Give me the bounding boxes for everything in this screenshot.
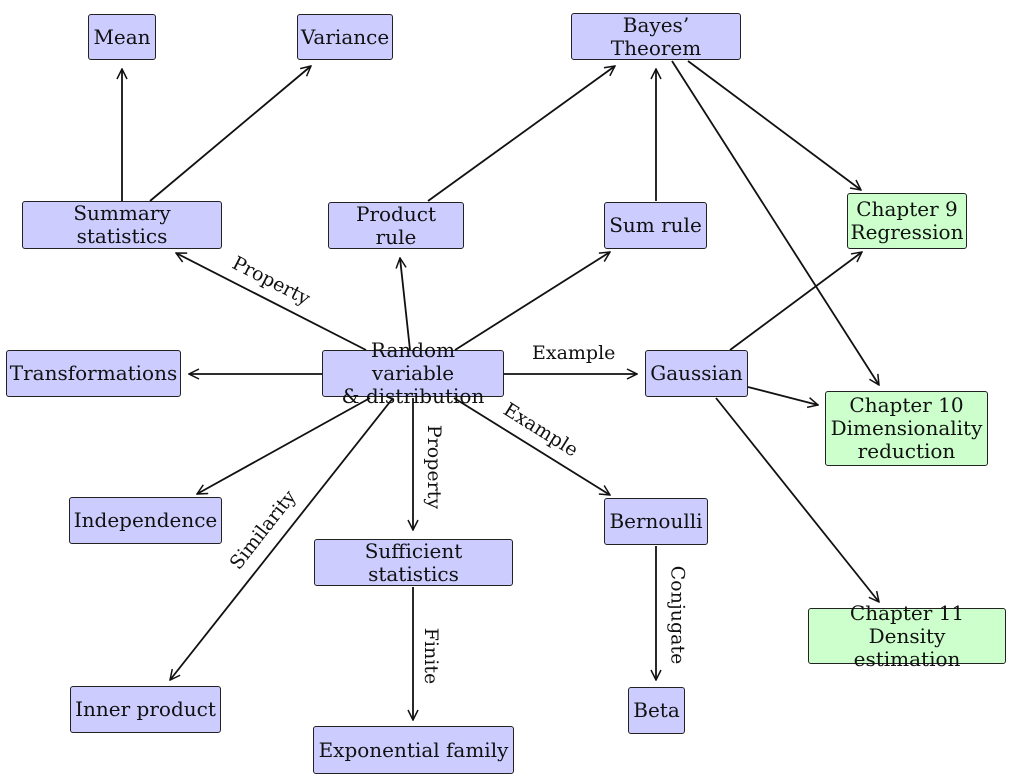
- edge-summary-variance: [149, 66, 311, 202]
- edge-product-bayes: [427, 66, 615, 202]
- edge-random-product: [400, 258, 411, 351]
- node-random-variable-distribution: Random variable & distribution: [322, 339, 504, 408]
- edge-random-inner: [170, 397, 394, 680]
- node-independence: Independence: [69, 497, 222, 544]
- node-transformations: Transformations: [6, 350, 181, 397]
- edge-label-property-sufficient: Property: [423, 424, 446, 510]
- edge-label-conjugate: Conjugate: [666, 565, 689, 665]
- node-chapter-10-dimensionality-reduction: Chapter 10 Dimensionality reduction: [825, 391, 988, 466]
- node-gaussian: Gaussian: [645, 350, 748, 397]
- edge-gaussian-ch10: [747, 386, 818, 405]
- node-beta: Beta: [628, 687, 685, 734]
- node-product-rule: Product rule: [328, 202, 464, 249]
- edge-random-sum: [454, 252, 610, 351]
- edge-label-finite: Finite: [420, 627, 443, 685]
- edge-random-bernoulli: [453, 397, 610, 495]
- edge-label-example-gaussian: Example: [532, 342, 616, 364]
- node-sufficient-statistics: Sufficient statistics: [314, 539, 513, 586]
- node-mean: Mean: [88, 14, 156, 60]
- edge-random-summary: [176, 252, 367, 351]
- node-exponential-family: Exponential family: [313, 726, 514, 774]
- node-bayes-theorem: Bayes’ Theorem: [571, 13, 741, 60]
- node-chapter-9-regression: Chapter 9 Regression: [847, 193, 967, 249]
- node-summary-statistics: Summary statistics: [22, 201, 222, 249]
- node-chapter-11-density-estimation: Chapter 11 Density estimation: [808, 601, 1006, 670]
- edge-gaussian-ch9: [729, 252, 862, 351]
- edge-bayes-ch9: [687, 60, 861, 190]
- edge-bayes-ch10: [671, 60, 879, 385]
- edge-random-independence: [197, 397, 371, 494]
- node-variance: Variance: [297, 14, 393, 60]
- edge-gaussian-ch11: [715, 397, 879, 602]
- node-sum-rule: Sum rule: [604, 202, 707, 249]
- node-bernoulli: Bernoulli: [604, 498, 708, 545]
- node-inner-product: Inner product: [70, 686, 221, 733]
